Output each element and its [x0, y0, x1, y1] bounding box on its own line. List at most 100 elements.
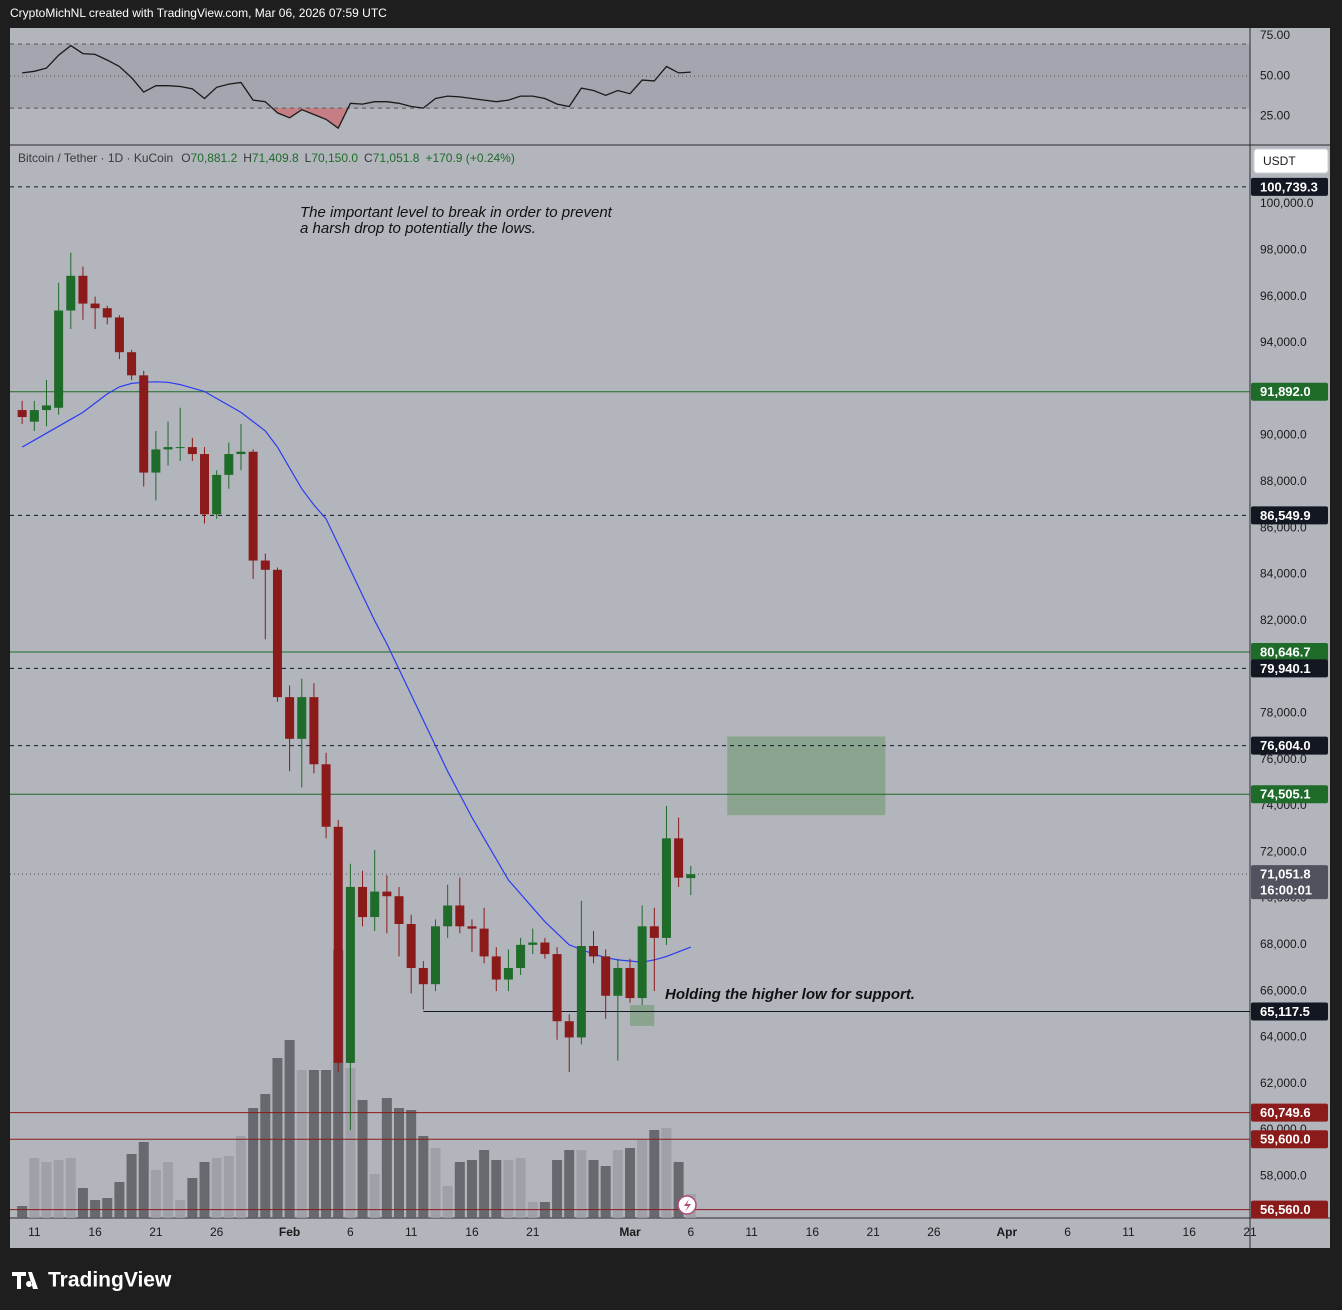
candle-body: [467, 926, 477, 929]
candle-body: [309, 697, 319, 765]
candle-body: [479, 928, 489, 957]
x-tick-label: 16: [1183, 1225, 1197, 1239]
volume-bar: [515, 1158, 526, 1218]
candle-body: [528, 942, 538, 945]
volume-bar: [321, 1070, 332, 1218]
ohlc-key: H: [243, 151, 252, 165]
volume-bar: [65, 1158, 76, 1218]
plot-area: [10, 186, 1250, 1218]
volume-bar: [661, 1128, 672, 1218]
volume-bar: [454, 1162, 465, 1218]
candle-body: [41, 405, 51, 411]
volume-bar: [175, 1200, 186, 1218]
annotation: Holding the higher low for support.: [665, 986, 915, 1003]
candle-body: [661, 838, 671, 938]
volume-bar: [369, 1174, 380, 1218]
volume-bar: [394, 1108, 405, 1218]
x-tick-label: 6: [687, 1225, 694, 1239]
currency-button[interactable]: [1253, 148, 1329, 174]
volume-bar: [17, 1206, 28, 1218]
candle-body: [29, 410, 39, 422]
volume-bar: [199, 1162, 210, 1218]
y-tick-label: 98,000.0: [1260, 243, 1307, 257]
volume-bar: [442, 1186, 453, 1218]
candle-body: [601, 956, 611, 996]
countdown: 16:00:01: [1260, 883, 1312, 898]
volume-bar: [187, 1178, 198, 1218]
candle-body: [151, 449, 161, 473]
zone: [630, 1005, 655, 1026]
candle-body: [503, 967, 513, 980]
volume-bar: [637, 1140, 648, 1218]
candle-body: [491, 956, 501, 980]
volume-bar: [564, 1150, 575, 1218]
candle-body: [516, 944, 526, 968]
y-tick-label: 96,000.0: [1260, 289, 1307, 303]
volume-bar: [430, 1148, 441, 1218]
y-tick-label: 62,000.0: [1260, 1076, 1307, 1090]
price-level-label: 60,749.6: [1260, 1105, 1311, 1120]
candle-body: [114, 317, 124, 353]
candle-body: [187, 447, 197, 455]
volume-bar: [491, 1160, 502, 1218]
volume-bar: [333, 950, 344, 1218]
zone: [727, 736, 886, 816]
x-tick-label: 6: [347, 1225, 354, 1239]
volume-bar: [418, 1136, 429, 1218]
x-tick-label: 11: [1122, 1225, 1135, 1239]
volume-bar: [600, 1166, 611, 1218]
volume-bar: [235, 1136, 246, 1218]
volume-bar: [150, 1170, 161, 1218]
volume-bar: [211, 1158, 222, 1218]
candle-body: [175, 447, 185, 449]
rsi-tick-label: 75.00: [1260, 28, 1290, 42]
candle-body: [625, 967, 635, 999]
volume-bar: [90, 1200, 101, 1218]
volume-bar: [466, 1160, 477, 1218]
x-tick-label: 21: [526, 1225, 540, 1239]
logo-text: TradingView: [48, 1269, 172, 1292]
volume-bar: [673, 1162, 684, 1218]
y-tick-label: 88,000.0: [1260, 474, 1307, 488]
candle-body: [78, 275, 88, 304]
volume-bar: [552, 1160, 563, 1218]
candle-body: [406, 923, 416, 968]
price-level-label: 100,739.3: [1260, 179, 1318, 194]
candle-body: [90, 303, 100, 309]
annotation: a harsh drop to potentially the lows.: [300, 220, 536, 237]
x-tick-label: Mar: [619, 1225, 641, 1239]
price-level-label: 59,600.0: [1260, 1132, 1311, 1147]
volume-bar: [503, 1160, 514, 1218]
price-level-label: 91,892.0: [1260, 384, 1311, 399]
x-tick-label: Feb: [279, 1225, 300, 1239]
y-tick-label: 58,000.0: [1260, 1169, 1307, 1183]
volume-bar: [345, 1068, 356, 1218]
volume-bar: [272, 1058, 283, 1218]
candle-body: [382, 891, 392, 897]
price-level-label: 86,549.9: [1260, 508, 1311, 523]
symbol-name: Bitcoin / Tether · 1D · KuCoin: [18, 151, 173, 165]
candle-body: [358, 886, 368, 918]
volume-bar: [126, 1154, 137, 1218]
candle-body: [321, 764, 331, 827]
candle-body: [345, 886, 355, 1063]
currency-label[interactable]: USDT: [1263, 154, 1296, 168]
candle-body: [455, 905, 465, 927]
candle-body: [66, 275, 76, 311]
volume-bar: [102, 1198, 113, 1218]
candle-body: [443, 905, 453, 927]
price-level-label-box: [1251, 659, 1328, 678]
candle-body: [430, 926, 440, 985]
price-level-label: 76,604.0: [1260, 738, 1311, 753]
volume-bar: [357, 1100, 368, 1218]
candle-body: [333, 826, 343, 1063]
candle-body: [649, 926, 659, 938]
candle-body: [54, 310, 64, 408]
ohlc-key: O: [181, 151, 190, 165]
axes: 25.0050.0075.0058,000.060,000.062,000.06…: [28, 28, 1328, 1239]
x-tick-label: 21: [149, 1225, 163, 1239]
candle-body: [394, 896, 404, 924]
ohlc-value: 71,051.8: [373, 151, 420, 165]
candle-body: [212, 474, 222, 515]
